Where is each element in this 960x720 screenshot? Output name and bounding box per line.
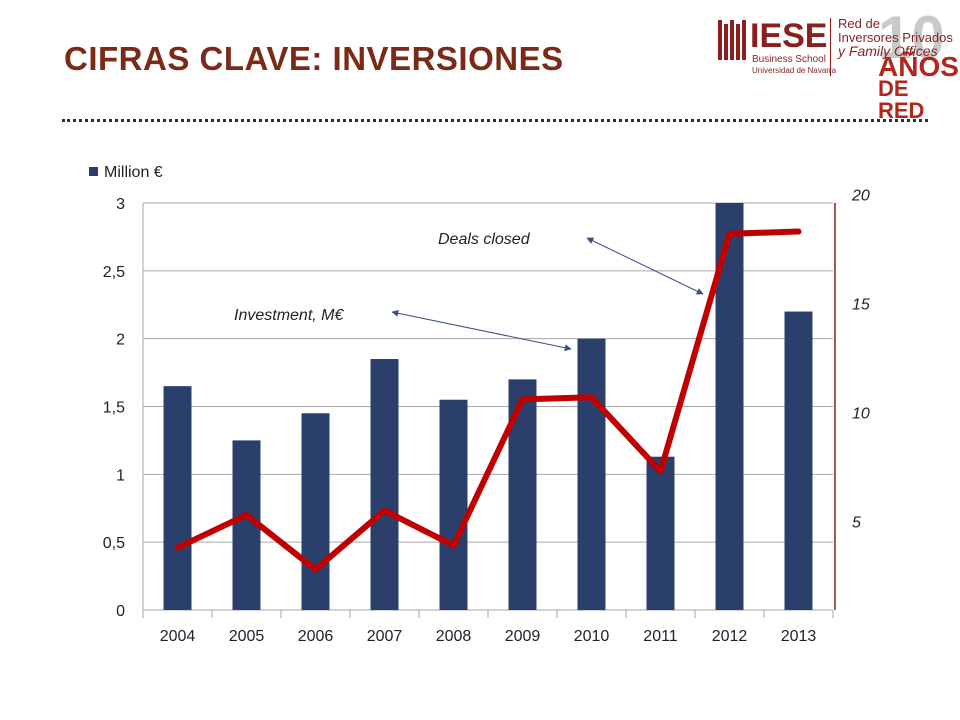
iese-grid-icon — [718, 20, 746, 60]
line-point — [591, 396, 592, 398]
bar — [301, 413, 330, 610]
bar — [577, 338, 606, 610]
iese-logo: IESE Business School Universidad de Nava… — [718, 8, 959, 122]
line-point — [798, 231, 799, 233]
x-tick-label: 2005 — [229, 628, 265, 645]
x-tick-label: 2009 — [505, 628, 541, 645]
y-left-tick-label: 3 — [116, 196, 125, 213]
line-point — [729, 233, 730, 235]
logo-red-line3: y Family Offices — [838, 43, 938, 59]
logo-school: Business School — [752, 54, 826, 65]
x-tick-label: 2006 — [298, 628, 334, 645]
logo-red-line2: Inversores Privados — [838, 30, 953, 45]
x-tick-label: 2011 — [643, 628, 678, 645]
y-left-tick-label: 2 — [116, 332, 125, 349]
y-right-tick-label: 5 — [852, 515, 861, 532]
bar — [163, 386, 192, 610]
line-point — [246, 514, 247, 516]
logo-anos: AÑOS — [878, 51, 959, 82]
annotation-arrow — [391, 309, 572, 352]
bar — [370, 359, 399, 610]
line-point — [660, 470, 661, 472]
logo-brand: IESE — [750, 17, 828, 55]
y-right-tick-label: 20 — [851, 188, 870, 205]
x-tick-label: 2012 — [712, 628, 748, 645]
x-tick-label: 2013 — [781, 628, 817, 645]
bar — [784, 311, 813, 610]
x-tick-label: 2008 — [436, 628, 472, 645]
y-left-tick-label: 0,5 — [103, 535, 125, 552]
deals-line — [174, 228, 802, 573]
legend-label: Million € — [104, 164, 163, 181]
title-divider — [62, 119, 928, 122]
y-left-tick-label: 1 — [116, 467, 125, 484]
x-tick-label: 2007 — [367, 628, 403, 645]
bar — [646, 456, 675, 610]
logo-de-red: DE RED — [878, 76, 925, 123]
y-left-tick-label: 1,5 — [103, 400, 125, 417]
y-left-tick-label: 2,5 — [103, 264, 125, 281]
legend-swatch — [89, 167, 98, 176]
line-point — [315, 568, 316, 570]
x-tick-label: 2004 — [160, 628, 196, 645]
annotation-deals-closed: Deals closed — [438, 231, 531, 248]
line-point — [384, 510, 385, 512]
line-point — [522, 398, 523, 400]
logo-university: Universidad de Navarra — [752, 66, 837, 75]
y-right-tick-label: 15 — [852, 297, 870, 314]
logo-divider — [830, 18, 831, 76]
bar — [439, 399, 468, 610]
annotation-investment: Investment, M€ — [234, 307, 344, 324]
line-point — [177, 547, 178, 549]
logo-ten: 10 — [878, 4, 945, 71]
y-right-tick-label: 10 — [852, 406, 870, 423]
page-title: CIFRAS CLAVE: INVERSIONES — [64, 40, 564, 77]
y-left-tick-label: 0 — [116, 603, 125, 620]
x-tick-label: 2010 — [574, 628, 610, 645]
annotation-arrow — [586, 237, 704, 295]
logo-red-line1: Red de — [838, 16, 880, 31]
line-point — [453, 544, 454, 546]
